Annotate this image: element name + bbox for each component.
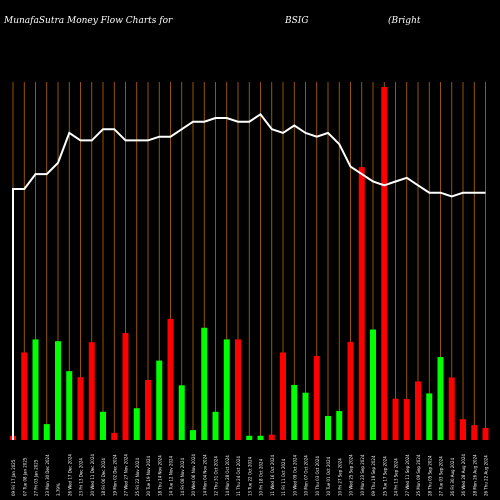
x-tick-label: 3.79% xyxy=(56,483,61,496)
bar xyxy=(246,435,253,440)
x-tick-label: 14 Mon 28 Oct 2024 xyxy=(225,455,230,496)
bar xyxy=(32,339,39,440)
grid-lines xyxy=(12,82,486,440)
x-tick-label: 27 Wed 27 Nov 2024 xyxy=(124,454,129,496)
bar xyxy=(257,435,264,440)
x-tick-label: 09 Fri 17 Jan 2025 xyxy=(11,459,16,496)
x-tick-label: 28 Thu 05 Sep 2024 xyxy=(427,455,432,496)
x-tick-label: 10 Tue 01 Oct 2024 xyxy=(326,456,331,496)
bar xyxy=(167,318,174,440)
x-tick-label: 26 Wed 17 Dec 2024 xyxy=(67,454,72,496)
bar xyxy=(100,411,106,440)
x-tick-label: 25 Mon 09 Sep 2024 xyxy=(416,454,421,496)
x-tick-label: 10 Fri 27 Sep 2024 xyxy=(337,458,342,496)
x-tick-label: 14 Tue 12 Nov 2024 xyxy=(169,455,174,496)
chart-symbol: BSIG xyxy=(285,16,309,26)
bar xyxy=(358,167,365,441)
bar xyxy=(426,393,433,440)
x-tick-label: 18 Fri 06 Dec 2024 xyxy=(101,458,106,496)
bar xyxy=(43,424,50,440)
bar xyxy=(381,87,388,440)
bar xyxy=(403,399,410,440)
x-tick-label: 10 Mon 07 Oct 2024 xyxy=(304,455,309,496)
x-tick-label: 09 Thu 19 Sep 2024 xyxy=(371,455,376,496)
bar xyxy=(313,355,320,440)
bar xyxy=(190,430,196,440)
x-tick-label: 10 Mon 23 Sep 2024 xyxy=(360,454,365,496)
bar xyxy=(145,379,151,440)
bar xyxy=(178,385,185,440)
x-tick-label: 18 Thu 14 Nov 2024 xyxy=(157,455,162,496)
bar xyxy=(235,339,241,440)
bar xyxy=(291,384,298,440)
bar xyxy=(347,341,354,440)
x-tick-label: 27 Wed 11 Sep 2024 xyxy=(405,454,410,496)
bar xyxy=(471,425,478,440)
x-tick-label: 27 Tue 03 Sep 2024 xyxy=(439,456,444,496)
bar xyxy=(212,411,219,440)
x-tick-label: 20 Wed 11 Dec 2024 xyxy=(90,454,95,496)
bar xyxy=(370,329,376,440)
bar xyxy=(280,352,286,440)
x-tick-label: 19 Mon 02 Dec 2024 xyxy=(112,454,117,496)
price-line xyxy=(12,112,486,440)
bar xyxy=(437,357,444,440)
x-tick-label: 14 Fri 08 Nov 2024 xyxy=(180,458,185,496)
x-tick-label: 10 Thu 03 Oct 2024 xyxy=(315,456,320,496)
x-tick-label: 14 Mon 04 Nov 2024 xyxy=(202,454,207,496)
bars xyxy=(10,87,489,441)
bar xyxy=(77,377,84,440)
bar xyxy=(302,392,309,440)
bar xyxy=(156,360,163,440)
x-tick-label: 25 Tue 17 Sep 2024 xyxy=(382,456,387,496)
x-tick-label: 10 Fri 18 Oct 2024 xyxy=(259,458,264,496)
x-tick-label: 10 Wed 09 Oct 2024 xyxy=(292,454,297,496)
bar xyxy=(55,341,61,440)
bar xyxy=(21,352,28,440)
x-tick-label: 27 Fri 03 Jan 2025 xyxy=(34,459,39,496)
x-tick-label: 24 Fri 13 Sep 2024 xyxy=(394,458,399,496)
bar xyxy=(325,415,331,440)
bar xyxy=(122,333,129,440)
x-tick-label: 11 Fri 11 Oct 2024 xyxy=(281,458,286,496)
bar xyxy=(223,339,230,440)
bar xyxy=(201,327,208,440)
bar xyxy=(268,434,275,440)
chart-company: (Bright xyxy=(388,16,421,26)
bar xyxy=(448,377,455,440)
x-tick-label: 12 Thu 31 Oct 2024 xyxy=(214,456,219,496)
bar xyxy=(460,419,466,440)
x-tick-label: 26 Thu 22 Aug 2024 xyxy=(484,455,489,496)
x-tick-label: 13 Tue 22 Oct 2024 xyxy=(247,456,252,496)
x-tick-label: 20 Wed 06 Nov 2024 xyxy=(191,454,196,496)
x-tick-label: 20 Tue 19 Nov 2024 xyxy=(146,455,151,496)
bar xyxy=(133,408,140,440)
x-tick-labels: 09 Fri 17 Jan 2025 07 Tue 08 Jan 2025 27 F… xyxy=(11,454,489,496)
x-tick-label: 10 Wed 25 Sep 2024 xyxy=(349,454,354,496)
chart-title: MunafaSutra Money Flow Charts for xyxy=(4,16,173,26)
x-tick-label: 11 Thu 24 Oct 2024 xyxy=(236,456,241,496)
bar xyxy=(392,398,399,440)
bar xyxy=(111,432,118,440)
x-tick-label: 25 Fri 22 Nov 2024 xyxy=(135,458,140,496)
line-series xyxy=(12,112,486,440)
x-tick-label: 23 Fri 13 Dec 2024 xyxy=(79,458,84,496)
x-tick-label: 26 Wed 28 Aug 2024 xyxy=(461,454,466,496)
bar xyxy=(482,427,489,440)
x-tick-label: 23 Mon 30 Dec 2024 xyxy=(45,454,50,496)
chart-header: MunafaSutra Money Flow Charts for BSIG (… xyxy=(0,16,500,32)
x-tick-label: 26 Fri 30 Aug 2024 xyxy=(450,458,455,496)
bar xyxy=(88,342,95,440)
bar xyxy=(415,381,421,440)
x-tick-label: 07 Tue 08 Jan 2025 xyxy=(22,457,27,496)
x-tick-label: 28 Mon 26 Aug 2024 xyxy=(472,454,477,496)
x-tick-label: 11 Wed 16 Oct 2024 xyxy=(270,454,275,496)
bar xyxy=(66,371,73,440)
bar xyxy=(336,411,343,440)
